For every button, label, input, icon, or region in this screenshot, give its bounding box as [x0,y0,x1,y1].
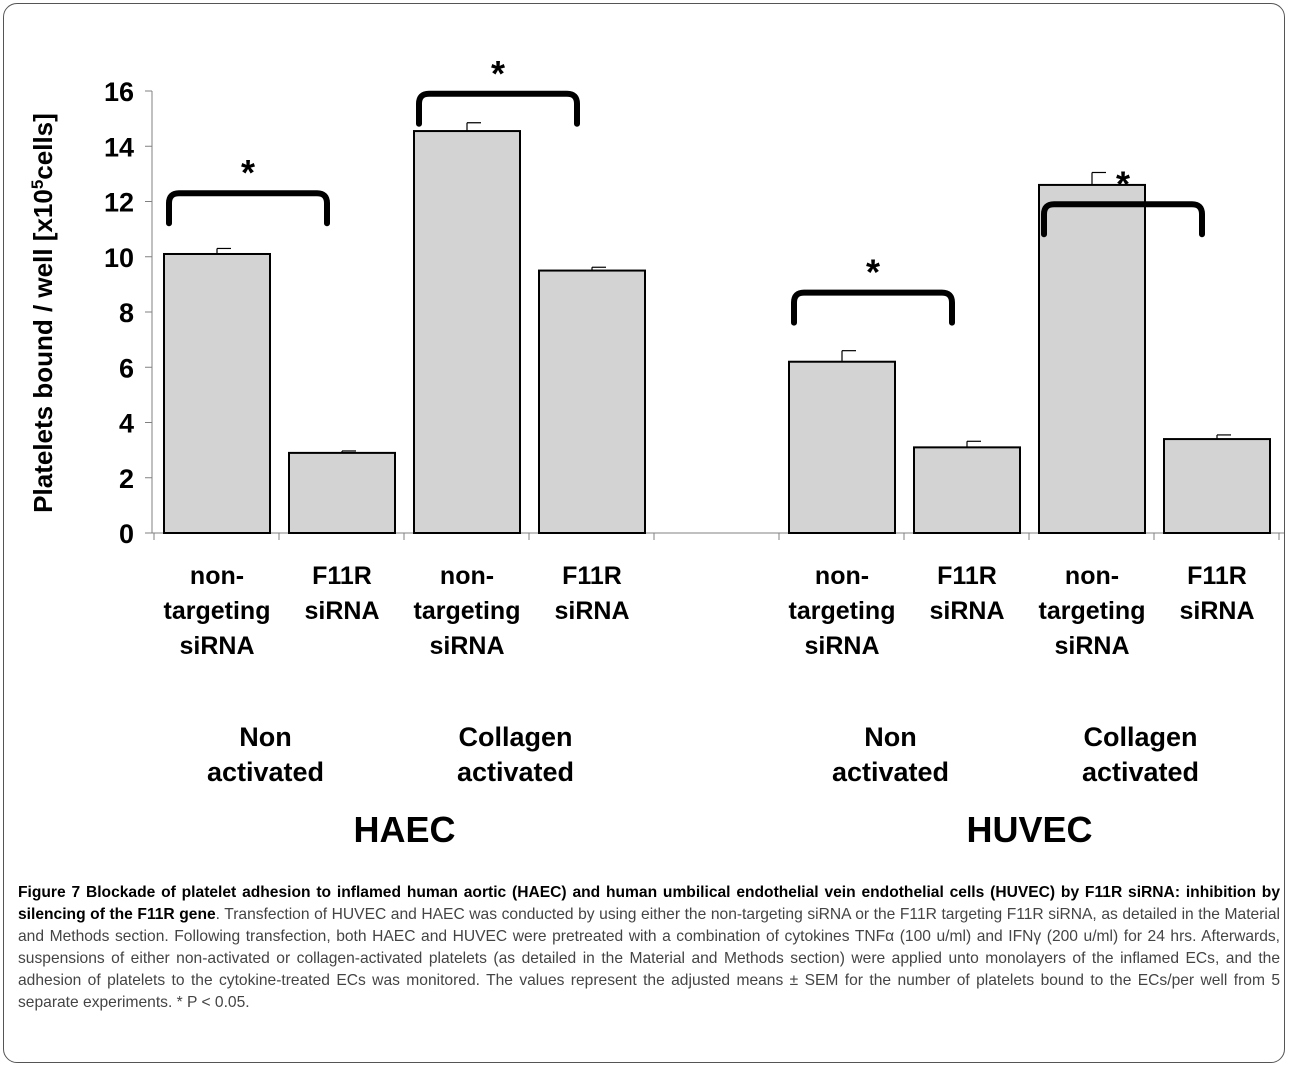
category-label: F11R [1187,562,1247,590]
activation-label: Non [239,722,291,752]
figure-caption: Figure 7 Blockade of platelet adhesion t… [18,882,1280,1014]
bar [288,451,396,535]
category-label: siRNA [1054,632,1129,660]
category-label: targeting [789,597,896,625]
category-label: F11R [312,562,372,590]
significance-bracket [791,289,955,326]
activation-label: Collagen [458,722,572,752]
activation-label: activated [457,757,574,787]
y-tick-label: 12 [104,188,134,218]
category-label: siRNA [554,597,629,625]
y-tick-label: 6 [119,353,134,383]
significance-bracket [416,90,580,127]
significance-bracket [1041,201,1205,238]
bar [913,446,1021,534]
y-tick-label: 2 [119,464,134,494]
y-tick-label: 16 [104,77,134,107]
category-label: siRNA [804,632,879,660]
bar [163,252,271,535]
activation-label: Non [864,722,916,752]
significance-star: * [1116,163,1130,204]
y-tick-label: 14 [104,132,134,162]
activation-label: activated [832,757,949,787]
caption-title: Figure 7 Blockade of platelet adhesion t… [18,884,1280,923]
y-tick-label: 8 [119,298,134,328]
category-label: targeting [414,597,521,625]
figure-frame: 0 2 4 6 8 10 12 14 16 Platelets bound / well [x10… [3,3,1285,1063]
significance-bracket [166,190,330,227]
y-axis-title-part: cells] [28,113,58,180]
activation-label: activated [1082,757,1199,787]
caption-body: . Transfection of HUVEC and HAEC was con… [18,906,1280,1011]
category-label: targeting [164,597,271,625]
y-axis-title-part: Platelets bound / well [x10 [28,189,58,513]
y-tick-label: 0 [119,519,134,549]
category-label: F11R [937,562,997,590]
category-label: F11R [562,562,622,590]
category-label: siRNA [304,597,379,625]
category-label: non- [440,562,494,590]
y-axis-title: Platelets bound / well [x105cells] [28,113,59,513]
category-label: siRNA [179,632,254,660]
bar-chart: 0 2 4 6 8 10 12 14 16 Platelets bound / well [x10… [28,53,1284,850]
category-label: targeting [1039,597,1146,625]
y-tick-label: 10 [104,243,134,273]
bar [538,269,646,534]
category-label: siRNA [1179,597,1254,625]
y-axis-title-part: 5 [28,180,47,189]
cell-type-label: HAEC [353,809,455,850]
significance-star: * [491,53,505,94]
bar [788,360,896,534]
category-label: non- [815,562,869,590]
significance-star: * [866,252,880,293]
cell-type-label: HUVEC [966,809,1092,850]
bar [413,130,521,535]
y-tick-label: 4 [119,409,134,439]
category-label: non- [1065,562,1119,590]
significance-star: * [241,152,255,193]
category-label: siRNA [929,597,1004,625]
category-label: siRNA [429,632,504,660]
activation-label: activated [207,757,324,787]
category-label: non- [190,562,244,590]
bar [1163,438,1271,535]
bar [1038,183,1146,535]
activation-label: Collagen [1083,722,1197,752]
